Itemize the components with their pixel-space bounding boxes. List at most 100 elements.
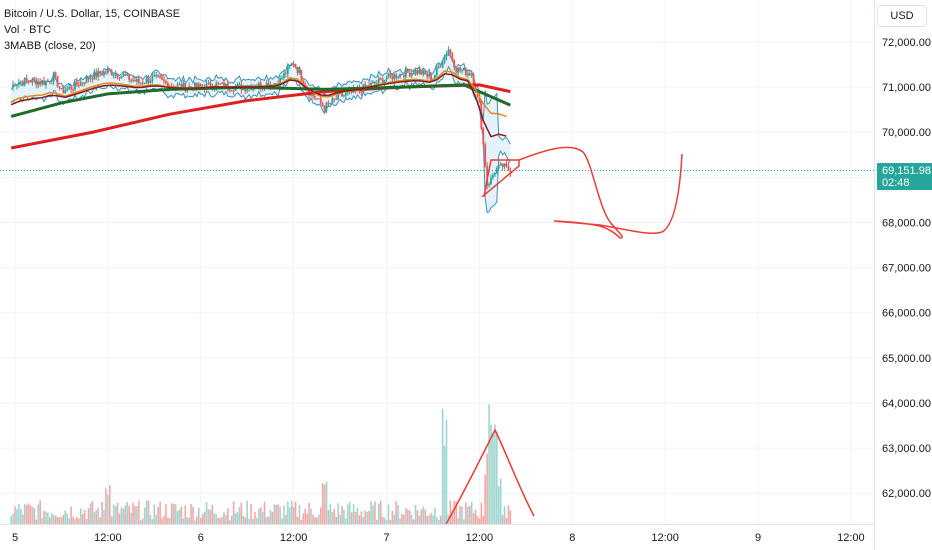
volume-bar	[72, 516, 74, 524]
candle-body	[285, 73, 287, 75]
volume-bar	[422, 506, 425, 524]
volume-bar	[64, 510, 67, 524]
symbol-title[interactable]: Bitcoin / U.S. Dollar, 15, COINBASE	[4, 8, 181, 20]
volume-bar	[134, 505, 136, 524]
candle-body	[68, 86, 71, 89]
volume-bar	[397, 505, 399, 524]
volume-bar	[256, 518, 258, 524]
volume-bar	[370, 501, 372, 524]
volume-bar	[236, 512, 239, 524]
candle-body	[507, 165, 510, 171]
candle-body	[244, 87, 247, 91]
candle-body	[97, 71, 100, 77]
volume-bar	[457, 518, 459, 524]
volume-bar	[316, 517, 318, 524]
price-tick-label: 66,000.00	[882, 308, 931, 320]
candle-body	[130, 79, 132, 81]
candle-body	[497, 165, 500, 169]
candle-body	[132, 79, 134, 81]
candle-body	[509, 170, 512, 174]
volume-bar	[58, 517, 61, 524]
candle-body	[219, 83, 222, 85]
currency-button[interactable]: USD	[877, 5, 927, 27]
volume-bar	[290, 500, 293, 524]
candle-body	[122, 74, 125, 76]
volume-bar	[99, 517, 101, 524]
volume-bar	[277, 504, 279, 524]
volume-bar	[217, 517, 219, 524]
volume-legend[interactable]: Vol · BTC	[4, 24, 52, 36]
candle-body	[321, 103, 324, 107]
volume-bar	[399, 518, 401, 524]
volume-bar	[93, 512, 96, 524]
volume-bar	[31, 506, 34, 524]
volume-bar	[89, 503, 92, 524]
candle-body	[495, 168, 498, 173]
candle-body	[79, 82, 82, 86]
candle-body	[48, 81, 51, 83]
candle-body	[143, 83, 146, 85]
candle-body	[145, 78, 148, 84]
candle-body	[323, 106, 326, 111]
volume-bar	[126, 502, 129, 524]
candle-body	[437, 66, 440, 68]
candle-body	[389, 73, 392, 76]
candle-body	[166, 82, 169, 88]
volume-bar	[139, 520, 142, 524]
volume-bar	[163, 516, 165, 524]
volume-bar	[101, 501, 103, 524]
volume-bar	[300, 519, 303, 524]
candle-body	[105, 71, 107, 73]
volume-bar	[219, 518, 221, 524]
volume-bar	[455, 501, 457, 524]
candle-body	[374, 81, 376, 84]
volume-bar	[68, 518, 70, 524]
volume-bar	[180, 506, 183, 524]
candle-body	[161, 77, 163, 80]
volume-bar	[285, 514, 287, 524]
volume-bar	[466, 506, 469, 524]
volume-bar	[273, 504, 276, 524]
candle-body	[118, 77, 121, 79]
volume-bar	[167, 517, 169, 524]
candle-body	[95, 71, 98, 77]
volume-bar	[385, 520, 388, 524]
price-tick-label: 67,000.00	[882, 263, 931, 275]
candle-body	[120, 75, 123, 79]
candle-body	[52, 72, 55, 82]
volume-bar	[41, 518, 43, 524]
volume-bar	[387, 504, 390, 524]
volume-bar	[182, 518, 185, 524]
volume-bar	[83, 510, 86, 524]
candle-body	[304, 84, 307, 87]
volume-bar	[283, 505, 285, 524]
candle-body	[232, 90, 235, 92]
candle-body	[395, 74, 398, 78]
candle-body	[43, 80, 45, 86]
candle-body	[482, 128, 485, 145]
volume-bar	[265, 517, 268, 524]
candle-body	[99, 71, 102, 74]
price-tick-label: 64,000.00	[882, 398, 931, 410]
volume-bar	[118, 513, 121, 524]
candle-body	[385, 78, 388, 81]
volume-bar	[14, 506, 16, 524]
candle-body	[64, 90, 67, 94]
candle-body	[457, 67, 460, 73]
volume-bar	[207, 509, 210, 524]
volume-bar	[35, 519, 38, 524]
volume-bar	[327, 510, 330, 524]
volume-bar	[287, 501, 289, 524]
volume-bar	[230, 515, 233, 524]
volume-bar	[296, 516, 299, 524]
candle-body	[112, 75, 115, 77]
candle-body	[424, 70, 427, 74]
volume-bar	[497, 486, 500, 524]
volume-bar	[124, 505, 127, 524]
indicator-legend[interactable]: 3MABB (close, 20)	[4, 40, 96, 52]
volume-bar	[74, 518, 76, 524]
volume-bar	[269, 510, 272, 524]
volume-bar	[308, 502, 310, 524]
candle-body	[300, 70, 303, 81]
